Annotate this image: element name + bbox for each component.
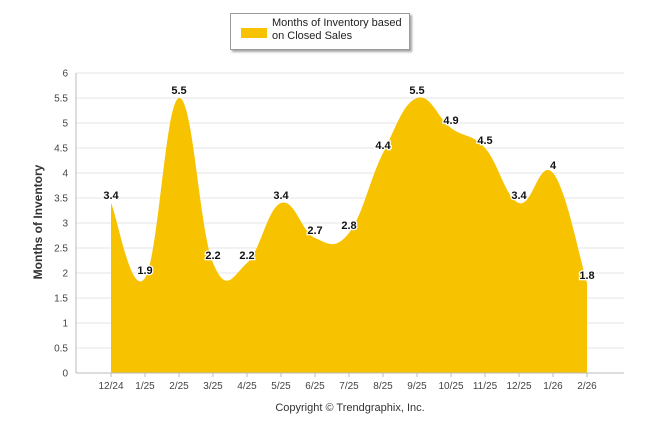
data-label: 4 — [550, 160, 557, 172]
data-label: 5.5 — [409, 85, 424, 97]
x-tick-label: 2/25 — [169, 381, 189, 392]
y-tick-label: 0 — [62, 369, 68, 380]
y-tick-label: 1.5 — [54, 294, 68, 305]
x-tick-label: 1/25 — [135, 381, 155, 392]
y-tick-label: 2.5 — [54, 244, 68, 255]
y-tick-label: 4 — [62, 169, 68, 180]
legend[interactable]: Months of Inventory based on Closed Sale… — [230, 13, 410, 50]
legend-label: Months of Inventory based on Closed Sale… — [272, 17, 407, 43]
data-label: 2.7 — [307, 225, 322, 237]
x-tick-label: 9/25 — [407, 381, 427, 392]
data-label: 2.2 — [239, 250, 254, 262]
data-label: 1.9 — [137, 265, 152, 277]
x-tick-label: 5/25 — [271, 381, 291, 392]
x-tick-label: 3/25 — [203, 381, 223, 392]
data-label: 1.8 — [579, 270, 594, 282]
x-tick-label: 1/26 — [543, 381, 563, 392]
y-tick-label: 5.5 — [54, 94, 68, 105]
data-label: 4.5 — [477, 135, 492, 147]
data-label: 4.4 — [375, 140, 391, 152]
y-tick-label: 6 — [62, 69, 68, 80]
y-tick-label: 1 — [62, 319, 68, 330]
data-label: 3.4 — [273, 190, 289, 202]
data-label: 3.4 — [511, 190, 527, 202]
x-tick-label: 6/25 — [305, 381, 325, 392]
data-label: 4.9 — [443, 115, 458, 127]
y-tick-label: 4.5 — [54, 144, 68, 155]
x-tick-label: 12/24 — [98, 381, 123, 392]
y-tick-label: 0.5 — [54, 344, 68, 355]
area-fill — [111, 97, 587, 373]
y-tick-labels: 0 0.5 1 1.5 2 2.5 3 3.5 4 4.5 5 5.5 6 — [54, 69, 68, 380]
copyright-text: Copyright © Trendgraphix, Inc. — [0, 402, 646, 414]
area-series — [111, 97, 587, 373]
x-tick-label: 4/25 — [237, 381, 257, 392]
y-tick-label: 2 — [62, 269, 68, 280]
data-label: 2.2 — [205, 250, 220, 262]
y-axis-title: Months of Inventory — [31, 164, 45, 279]
area-chart: 0 0.5 1 1.5 2 2.5 3 3.5 4 4.5 5 5.5 6 12/24 1/25 2/25 3… — [0, 0, 646, 434]
x-tick-label: 11/25 — [473, 381, 498, 392]
x-tick-label: 7/25 — [339, 381, 359, 392]
data-label: 3.4 — [103, 190, 119, 202]
data-label: 5.5 — [171, 85, 186, 97]
y-tick-label: 3 — [62, 219, 68, 230]
x-tick-label: 2/26 — [577, 381, 597, 392]
x-tick-label: 10/25 — [438, 381, 463, 392]
x-tick-labels: 12/24 1/25 2/25 3/25 4/25 5/25 6/25 7/25 8/25 9/2… — [98, 381, 597, 392]
legend-swatch — [241, 28, 267, 38]
x-tick-label: 8/25 — [373, 381, 393, 392]
y-tick-label: 3.5 — [54, 194, 68, 205]
data-label: 2.8 — [341, 220, 356, 232]
x-tick-label: 12/25 — [506, 381, 531, 392]
y-tick-label: 5 — [62, 119, 68, 130]
